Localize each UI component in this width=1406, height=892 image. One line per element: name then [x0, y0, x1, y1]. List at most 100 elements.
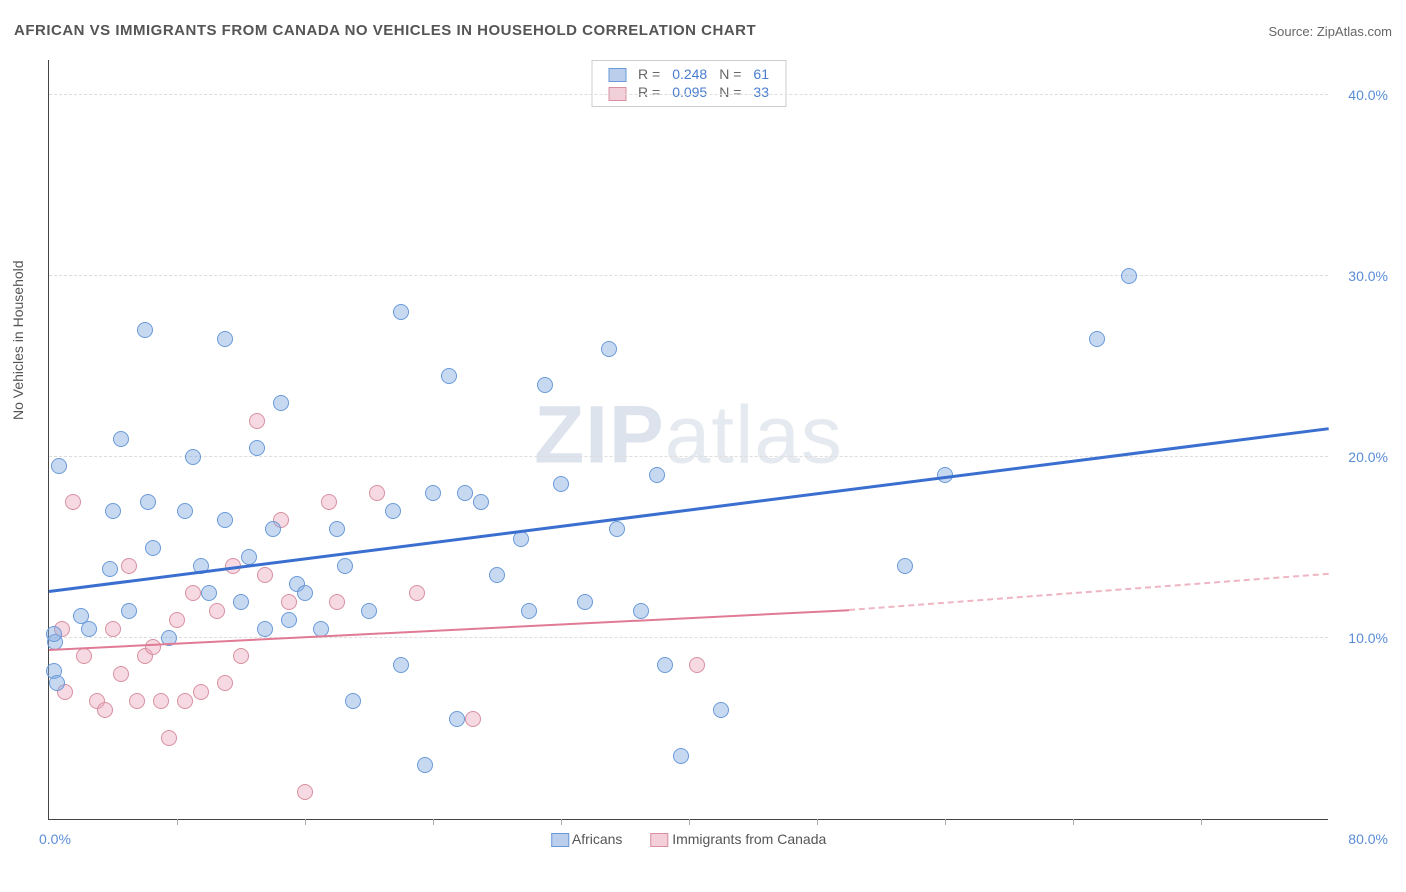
data-point: [897, 558, 913, 574]
grid-line: [49, 456, 1328, 457]
data-point: [281, 612, 297, 628]
chart-title: AFRICAN VS IMMIGRANTS FROM CANADA NO VEH…: [14, 22, 756, 39]
x-tick: [1201, 819, 1202, 825]
data-point: [140, 494, 156, 510]
data-point: [177, 503, 193, 519]
data-point: [46, 626, 62, 642]
data-point: [217, 331, 233, 347]
data-point: [369, 485, 385, 501]
data-point: [601, 341, 617, 357]
data-point: [81, 621, 97, 637]
data-point: [105, 621, 121, 637]
legend-swatch-icon: [608, 68, 626, 82]
y-tick-label: 10.0%: [1333, 630, 1388, 646]
data-point: [185, 585, 201, 601]
y-tick-label: 40.0%: [1333, 87, 1388, 103]
legend-item: Immigrants from Canada: [650, 831, 826, 847]
x-tick: [689, 819, 690, 825]
data-point: [233, 594, 249, 610]
data-point: [633, 603, 649, 619]
data-point: [281, 594, 297, 610]
data-point: [137, 322, 153, 338]
legend-item-label: Immigrants from Canada: [672, 831, 826, 847]
legend-row: R = 0.095 N = 33: [602, 83, 775, 101]
data-point: [185, 449, 201, 465]
data-point: [209, 603, 225, 619]
data-point: [177, 693, 193, 709]
legend-r-label: R =: [632, 65, 666, 83]
legend-n-value: 61: [747, 65, 775, 83]
legend-r-value: 0.095: [666, 83, 713, 101]
data-point: [337, 558, 353, 574]
data-point: [297, 585, 313, 601]
legend-series: Africans Immigrants from Canada: [539, 831, 839, 847]
data-point: [241, 549, 257, 565]
data-point: [51, 458, 67, 474]
data-point: [102, 561, 118, 577]
data-point: [257, 621, 273, 637]
data-point: [169, 612, 185, 628]
data-point: [425, 485, 441, 501]
data-point: [329, 594, 345, 610]
data-point: [129, 693, 145, 709]
x-tick: [817, 819, 818, 825]
legend-n-label: N =: [713, 83, 747, 101]
data-point: [657, 657, 673, 673]
scatter-chart: ZIPatlas R = 0.248 N = 61 R = 0.095 N = …: [48, 60, 1328, 820]
data-point: [465, 711, 481, 727]
data-point: [361, 603, 377, 619]
data-point: [713, 702, 729, 718]
data-point: [113, 666, 129, 682]
data-point: [417, 757, 433, 773]
source-label: Source: ZipAtlas.com: [1268, 24, 1392, 39]
x-axis-min: 0.0%: [39, 831, 71, 847]
x-tick: [945, 819, 946, 825]
data-point: [193, 684, 209, 700]
x-tick: [305, 819, 306, 825]
legend-swatch-icon: [551, 833, 569, 847]
x-tick: [1073, 819, 1074, 825]
data-point: [1121, 268, 1137, 284]
y-tick-label: 20.0%: [1333, 449, 1388, 465]
data-point: [673, 748, 689, 764]
data-point: [449, 711, 465, 727]
y-axis-label: No Vehicles in Household: [10, 260, 26, 420]
data-point: [577, 594, 593, 610]
data-point: [385, 503, 401, 519]
data-point: [161, 730, 177, 746]
data-point: [689, 657, 705, 673]
data-point: [217, 512, 233, 528]
data-point: [145, 639, 161, 655]
legend-n-value: 33: [747, 83, 775, 101]
data-point: [145, 540, 161, 556]
data-point: [297, 784, 313, 800]
data-point: [76, 648, 92, 664]
data-point: [553, 476, 569, 492]
data-point: [609, 521, 625, 537]
data-point: [1089, 331, 1105, 347]
data-point: [233, 648, 249, 664]
data-point: [249, 413, 265, 429]
x-tick: [433, 819, 434, 825]
data-point: [121, 603, 137, 619]
legend-swatch-icon: [650, 833, 668, 847]
data-point: [121, 558, 137, 574]
data-point: [345, 693, 361, 709]
data-point: [441, 368, 457, 384]
legend-item-label: Africans: [572, 831, 623, 847]
data-point: [257, 567, 273, 583]
legend-row: R = 0.248 N = 61: [602, 65, 775, 83]
data-point: [321, 494, 337, 510]
data-point: [409, 585, 425, 601]
data-point: [65, 494, 81, 510]
data-point: [97, 702, 113, 718]
legend-correlation: R = 0.248 N = 61 R = 0.095 N = 33: [591, 60, 786, 107]
data-point: [393, 304, 409, 320]
data-point: [265, 521, 281, 537]
data-point: [329, 521, 345, 537]
data-point: [473, 494, 489, 510]
watermark-rest: atlas: [665, 389, 843, 480]
legend-item: Africans: [551, 831, 627, 847]
grid-line: [49, 94, 1328, 95]
legend-r-label: R =: [632, 83, 666, 101]
